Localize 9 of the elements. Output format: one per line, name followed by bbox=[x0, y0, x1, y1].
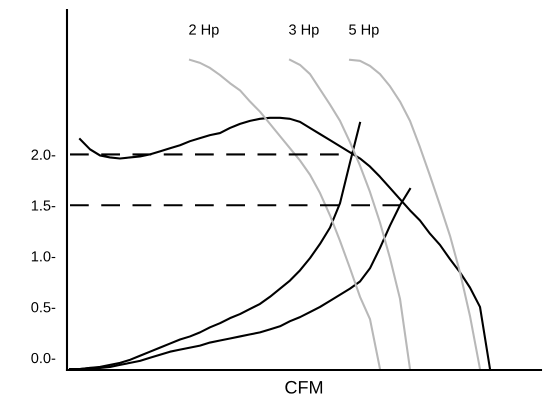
series-label: 5 Hp bbox=[349, 24, 379, 38]
y-tick-label: 1.0- bbox=[32, 251, 56, 262]
x-axis-title: CFM bbox=[285, 380, 322, 394]
y-tick-label: 0.5- bbox=[31, 302, 56, 312]
y-tick-label: 2.0- bbox=[31, 150, 56, 160]
y-tick-label: 0.0- bbox=[31, 352, 56, 364]
series-label: 2 Hp bbox=[189, 24, 219, 38]
series-label: 3 Hp bbox=[289, 24, 319, 38]
y-tick-label: 1.5- bbox=[32, 200, 56, 211]
